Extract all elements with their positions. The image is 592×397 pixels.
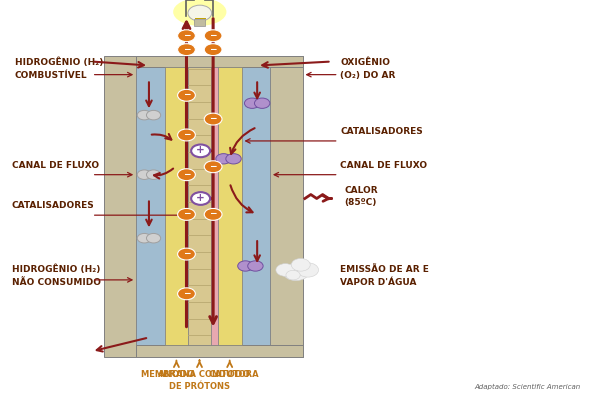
Circle shape — [178, 89, 195, 101]
Circle shape — [191, 145, 210, 157]
Circle shape — [291, 258, 310, 271]
Text: CATODO: CATODO — [208, 370, 251, 380]
Circle shape — [178, 208, 195, 220]
Text: −: − — [210, 210, 217, 218]
Text: −: − — [183, 249, 190, 258]
Text: ANODO: ANODO — [157, 370, 195, 380]
Circle shape — [276, 264, 295, 276]
Text: −: − — [210, 31, 217, 40]
Circle shape — [204, 44, 222, 56]
Text: −: − — [183, 130, 190, 139]
Text: +: + — [197, 193, 205, 203]
Circle shape — [204, 30, 222, 42]
Text: CATALISADORES: CATALISADORES — [340, 127, 423, 136]
Text: CANAL DE FLUXO: CANAL DE FLUXO — [12, 161, 99, 170]
Bar — [136, 56, 303, 67]
Text: VAPOR D'ÁGUA: VAPOR D'ÁGUA — [340, 278, 417, 287]
Bar — [194, 19, 205, 26]
Circle shape — [137, 110, 152, 120]
Circle shape — [178, 248, 195, 260]
Text: DE PRÓTONS: DE PRÓTONS — [169, 382, 230, 391]
Text: CANAL DE FLUXO: CANAL DE FLUXO — [340, 161, 427, 170]
Text: OXIGÊNIO: OXIGÊNIO — [340, 58, 390, 67]
Circle shape — [216, 154, 231, 164]
Text: (85ºC): (85ºC) — [345, 198, 377, 207]
Text: MEMBRANA CONDUTORA: MEMBRANA CONDUTORA — [141, 370, 258, 380]
Text: −: − — [210, 162, 217, 171]
Ellipse shape — [173, 0, 227, 26]
Text: −: − — [183, 91, 190, 99]
Circle shape — [146, 110, 160, 120]
Circle shape — [178, 44, 195, 56]
Circle shape — [255, 98, 270, 108]
Circle shape — [286, 270, 300, 280]
Circle shape — [247, 261, 263, 271]
Bar — [211, 67, 218, 345]
Text: (O₂) DO AR: (O₂) DO AR — [340, 71, 396, 80]
Text: +: + — [197, 145, 205, 156]
Circle shape — [137, 233, 152, 243]
Bar — [136, 67, 165, 345]
Text: HIDROGÊNIO (H₂): HIDROGÊNIO (H₂) — [15, 58, 103, 67]
Text: −: − — [210, 114, 217, 123]
Text: −: − — [183, 210, 190, 218]
Circle shape — [297, 263, 318, 277]
Text: −: − — [210, 45, 217, 54]
Circle shape — [178, 169, 195, 181]
Text: −: − — [183, 45, 190, 54]
Ellipse shape — [188, 5, 212, 21]
Circle shape — [244, 98, 260, 108]
Circle shape — [178, 288, 195, 300]
Text: CATALISADORES: CATALISADORES — [12, 201, 95, 210]
Bar — [270, 56, 303, 357]
Circle shape — [204, 113, 222, 125]
Circle shape — [191, 192, 210, 205]
Circle shape — [226, 154, 241, 164]
Bar — [242, 67, 270, 345]
Text: HIDROGÊNIO (H₂): HIDROGÊNIO (H₂) — [12, 264, 100, 274]
Bar — [104, 56, 136, 357]
Circle shape — [146, 170, 160, 179]
Text: Adaptado: Scientific American: Adaptado: Scientific American — [474, 384, 580, 390]
Circle shape — [137, 170, 152, 179]
Text: COMBUSTÍVEL: COMBUSTÍVEL — [15, 71, 88, 80]
Bar — [188, 67, 211, 345]
Circle shape — [204, 161, 222, 173]
Text: −: − — [183, 170, 190, 179]
Circle shape — [146, 233, 160, 243]
Circle shape — [283, 263, 309, 281]
Circle shape — [178, 30, 195, 42]
Bar — [136, 345, 303, 357]
Circle shape — [178, 129, 195, 141]
Text: −: − — [183, 31, 190, 40]
Text: −: − — [183, 289, 190, 298]
Bar — [218, 67, 242, 345]
Circle shape — [204, 208, 222, 220]
Text: EMISSÃO DE AR E: EMISSÃO DE AR E — [340, 265, 429, 274]
Circle shape — [238, 261, 253, 271]
Text: NÃO CONSUMIDO: NÃO CONSUMIDO — [12, 278, 101, 287]
Bar — [165, 67, 188, 345]
Text: CALOR: CALOR — [345, 185, 378, 195]
